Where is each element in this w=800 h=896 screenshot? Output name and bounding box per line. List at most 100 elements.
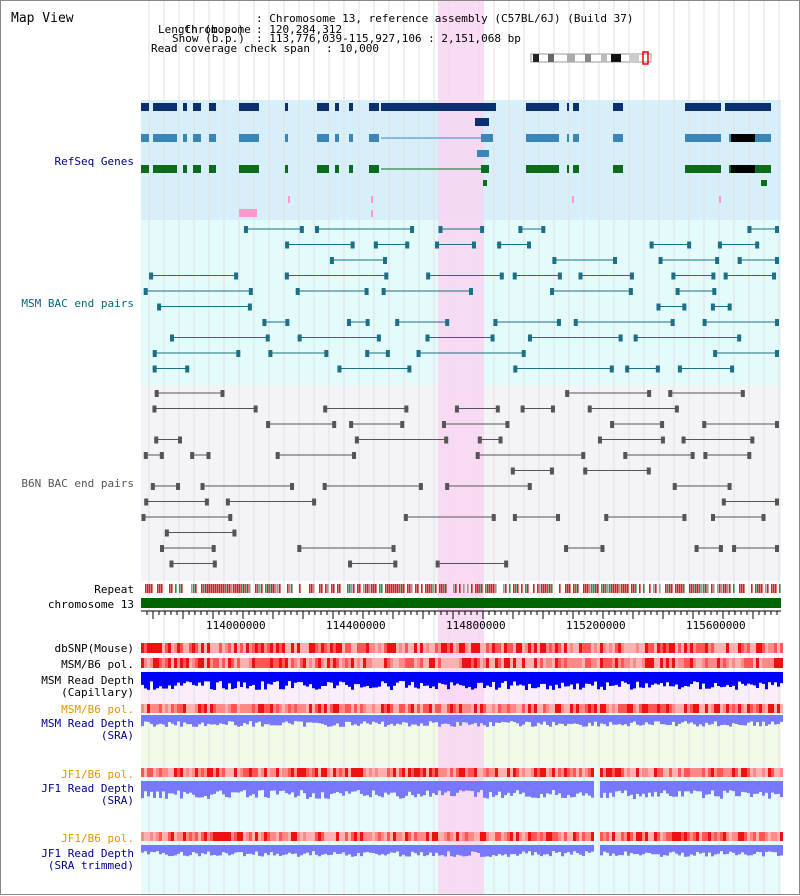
polymorphism-cell [402,832,405,841]
jf1-read-depth-sra-label[interactable]: JF1 Read Depth [41,782,134,795]
ideogram-band [567,54,575,62]
read-depth-bar [669,845,672,853]
b6n-bac-pair-end [690,452,695,459]
msm-bac-end-pairs-label[interactable]: MSM BAC end pairs [21,297,134,310]
read-depth-bar [144,781,147,792]
read-depth-bar [174,672,177,686]
jf1-read-depth-trimmed-label[interactable]: JF1 Read Depth [41,847,134,860]
read-depth-bar [777,715,780,725]
ideogram-band [629,54,639,62]
repeat-mark [273,584,275,593]
repeat-mark [387,584,389,593]
repeat-mark [181,584,183,593]
polymorphism-cell [378,832,381,841]
polymorphism-cell [285,704,288,713]
read-depth-bar [510,845,513,855]
read-depth-bar [390,781,393,793]
b6n-bac-pair-end [694,545,699,552]
polymorphism-cell [675,643,678,653]
chromosome-info: Chromosome [158,13,251,46]
polymorphism-cell [264,832,267,841]
polymorphism-cell [696,658,699,668]
polymorphism-cell [543,768,546,777]
polymorphism-cell [390,658,393,668]
polymorphism-cell [390,643,393,653]
gene-exon [183,134,187,142]
msm-read-depth-capillary-label[interactable]: MSM Read Depth [41,674,134,687]
msm-read-depth-sra-label[interactable]: MSM Read Depth [41,717,134,730]
read-depth-bar [774,845,777,853]
polymorphism-cell [324,704,327,713]
polymorphism-cell [753,832,756,841]
polymorphism-cell [489,832,492,841]
read-depth-bar [534,845,537,853]
polymorphism-cell [678,832,681,841]
read-depth-bar [294,672,297,683]
chromosome-label[interactable]: chromosome 13 [47,598,134,611]
b6n-bac-end-pairs-label[interactable]: B6N BAC end pairs [21,477,134,490]
polymorphism-cell [429,832,432,841]
polymorphism-cell [579,832,582,841]
polymorphism-cell [621,643,624,653]
repeat-mark [771,584,773,593]
polymorphism-cell [702,704,705,713]
msm-b6-pol-sra-label[interactable]: MSM/B6 pol. [61,703,134,716]
polymorphism-cell [654,643,657,653]
b6n-bac-pair-end [775,545,779,552]
polymorphism-cell [276,768,279,777]
repeat-mark [145,584,147,593]
polymorphism-cell [633,832,636,841]
polymorphism-cell [567,832,570,841]
read-depth-bar [702,672,705,684]
read-depth-bar [675,715,678,727]
polymorphism-cell [354,658,357,668]
repeat-mark [617,584,619,593]
read-depth-bar [225,672,228,690]
read-depth-bar [360,845,363,857]
jf1-b6-pol-label[interactable]: JF1/B6 pol. [61,768,134,781]
read-depth-bar [606,715,609,727]
msm-bac-pair-end [711,272,716,280]
read-depth-bar [630,845,633,853]
polymorphism-cell [639,832,642,841]
gene-exon [288,196,290,203]
polymorphism-cell [759,768,762,777]
jf1-b6-pol-trimmed-label[interactable]: JF1/B6 pol. [61,832,134,845]
polymorphism-cell [525,704,528,713]
read-depth-bar [489,845,492,857]
read-depth-bar [729,715,732,727]
polymorphism-cell [432,704,435,713]
polymorphism-cell [603,658,606,668]
refseq-genes-label[interactable]: RefSeq Genes [54,155,134,168]
polymorphism-cell [579,658,582,668]
read-depth-bar [687,672,690,687]
repeat-mark [375,584,377,593]
polymorphism-cell [315,704,318,713]
polymorphism-cell [771,658,774,668]
msm-b6-pol-label[interactable]: MSM/B6 pol. [61,658,134,671]
read-depth-bar [360,781,363,794]
polymorphism-cell [636,704,639,713]
read-depth-bar [486,781,489,799]
polymorphism-cell [576,768,579,777]
polymorphism-cell [711,643,714,653]
msm-bac-pair-end [410,226,415,233]
read-depth-bar [573,715,576,724]
polymorphism-cell [408,658,411,668]
read-depth-bar [738,845,741,855]
gene-exon [335,165,339,173]
read-depth-bar [525,781,528,797]
repeat-label[interactable]: Repeat [94,583,134,596]
repeat-mark [741,584,743,593]
read-depth-bar [579,781,582,793]
dbsnp-label[interactable]: dbSNP(Mouse) [54,642,134,655]
polymorphism-cell [471,643,474,653]
polymorphism-cell [543,643,546,653]
read-depth-bar [579,715,582,725]
repeat-mark [611,584,613,593]
polymorphism-cell [363,658,366,668]
read-depth-bar [717,672,720,687]
polymorphism-cell [657,658,660,668]
gene-exon [285,134,288,142]
